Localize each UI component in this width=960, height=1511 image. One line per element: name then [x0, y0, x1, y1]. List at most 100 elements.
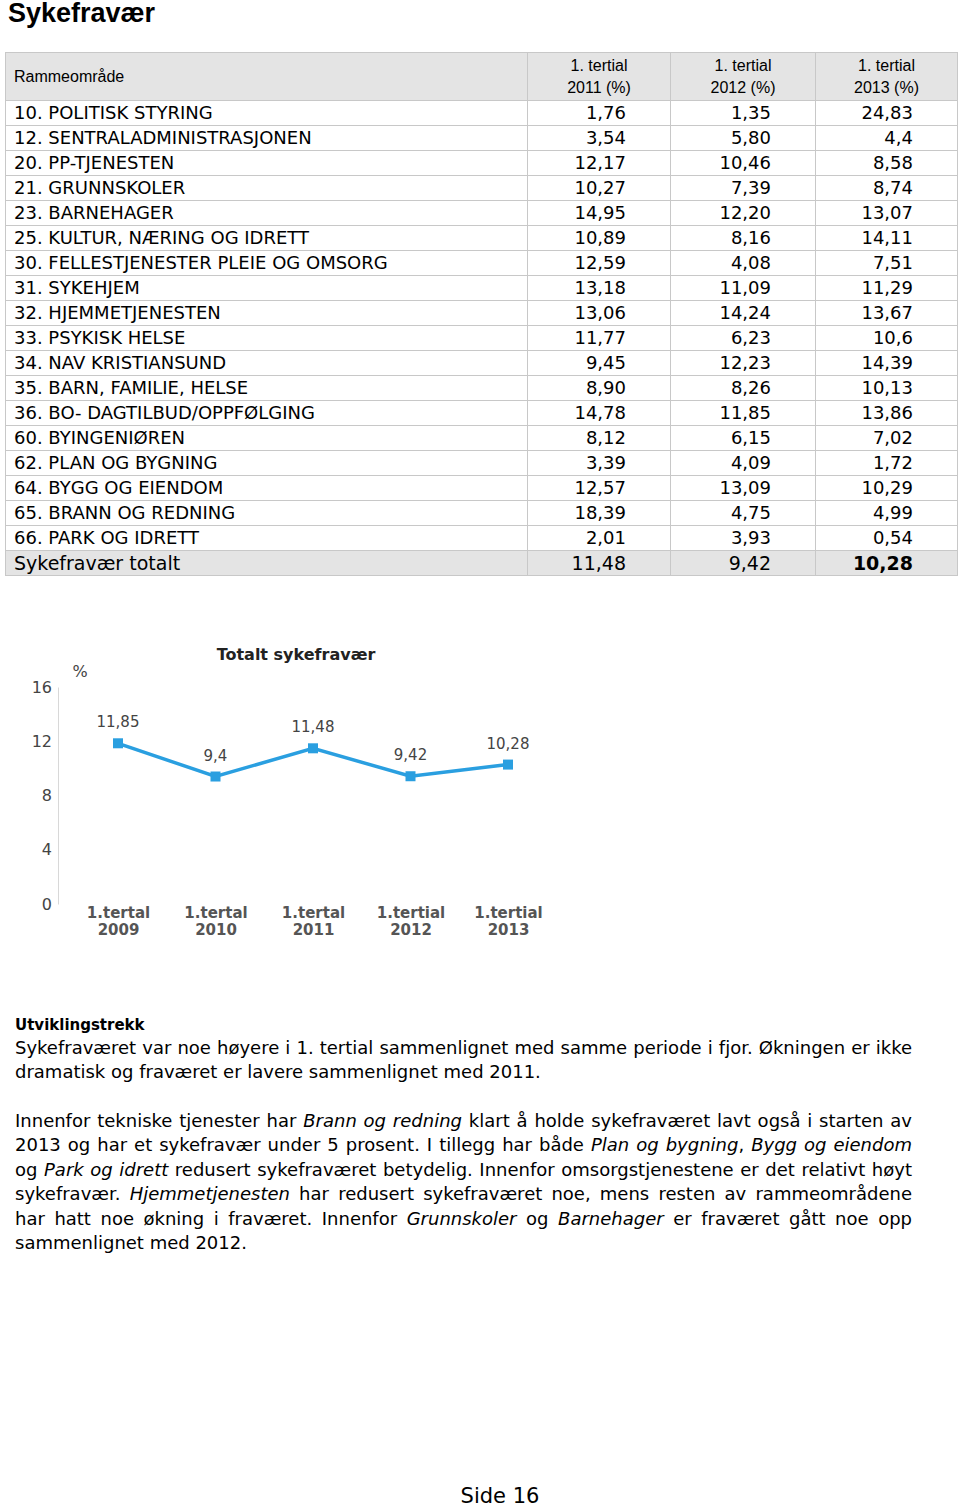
table-row: 23. BARNEHAGER14,9512,2013,07 — [6, 201, 958, 226]
y-tick-label: 16 — [32, 678, 52, 697]
table-row: 35. BARN, FAMILIE, HELSE8,908,2610,13 — [6, 376, 958, 401]
page-heading: Sykefravær — [8, 0, 155, 29]
text-segment: Sykefraværet var noe høyere i 1. tertial… — [15, 1037, 912, 1082]
paragraph: Innenfor tekniske tjenester har Brann og… — [15, 1109, 912, 1255]
header-line: 2011 (%) — [536, 77, 662, 99]
x-tick-label-line: 1.tertial — [377, 904, 445, 922]
table-cell: 9,45 — [528, 351, 671, 376]
text-segment: Barnehager — [558, 1208, 664, 1229]
row-label: 34. NAV KRISTIANSUND — [6, 351, 528, 376]
table-cell: 13,06 — [528, 301, 671, 326]
row-label: 23. BARNEHAGER — [6, 201, 528, 226]
point-marker — [211, 772, 221, 782]
row-label: 65. BRANN OG REDNING — [6, 501, 528, 526]
table-cell: 13,67 — [816, 301, 958, 326]
table-cell: 0,54 — [816, 526, 958, 551]
x-tick: 1.tertal2010 — [184, 904, 247, 939]
text-segment: Grunnskoler — [407, 1208, 517, 1229]
table-cell: 4,4 — [816, 126, 958, 151]
table-cell: 12,57 — [528, 476, 671, 501]
table-cell: 18,39 — [528, 501, 671, 526]
table-cell: 7,39 — [671, 176, 816, 201]
table-cell: 8,58 — [816, 151, 958, 176]
x-tick-label-line: 1.tertal — [282, 904, 345, 922]
table-cell: 11,09 — [671, 276, 816, 301]
header-line: 1. tertial — [679, 55, 807, 77]
table-row: 21. GRUNNSKOLER10,277,398,74 — [6, 176, 958, 201]
table-cell: 1,72 — [816, 451, 958, 476]
data-label: 10,28 — [487, 735, 530, 753]
total-cell: 11,48 — [528, 551, 671, 576]
table-cell: 14,78 — [528, 401, 671, 426]
x-tick-label-line: 1.tertial — [474, 904, 542, 922]
y-tick: 12 — [32, 732, 58, 751]
total-cell: 9,42 — [671, 551, 816, 576]
table-cell: 4,75 — [671, 501, 816, 526]
table-cell: 11,77 — [528, 326, 671, 351]
table-row: 10. POLITISK STYRING1,761,3524,83 — [6, 101, 958, 126]
table-header-cell: 1. tertial2012 (%) — [671, 53, 816, 101]
text-segment: Innenfor tekniske tjenester har — [15, 1110, 303, 1131]
table-header-row: Rammeområde1. tertial2011 (%)1. tertial2… — [6, 53, 958, 101]
table-cell: 7,02 — [816, 426, 958, 451]
header-line: 1. tertial — [824, 55, 949, 77]
header-line: 2012 (%) — [679, 77, 807, 99]
data-table: Rammeområde1. tertial2011 (%)1. tertial2… — [5, 52, 958, 576]
row-label: 64. BYGG OG EIENDOM — [6, 476, 528, 501]
subheading: Utviklingstrekk — [15, 1016, 145, 1034]
text-segment: , — [738, 1134, 751, 1155]
y-tick-label: 4 — [42, 840, 52, 859]
table-row: 65. BRANN OG REDNING18,394,754,99 — [6, 501, 958, 526]
table-body: Rammeområde1. tertial2011 (%)1. tertial2… — [6, 53, 958, 576]
y-axis: 0481216 — [32, 678, 59, 914]
point-marker — [308, 743, 318, 753]
row-label: 32. HJEMMETJENESTEN — [6, 301, 528, 326]
table-cell: 14,24 — [671, 301, 816, 326]
header-line: Rammeområde — [14, 66, 519, 88]
row-label: 60. BYINGENIØREN — [6, 426, 528, 451]
table-row: 36. BO- DAGTILBUD/OPPFØLGING14,7811,8513… — [6, 401, 958, 426]
data-labels: 11,859,411,489,4210,28 — [97, 713, 530, 764]
row-label: 25. KULTUR, NÆRING OG IDRETT — [6, 226, 528, 251]
total-label: Sykefravær totalt — [6, 551, 528, 576]
table-cell: 3,39 — [528, 451, 671, 476]
table-cell: 6,23 — [671, 326, 816, 351]
table-row: 31. SYKEHJEM13,1811,0911,29 — [6, 276, 958, 301]
table-row: 34. NAV KRISTIANSUND9,4512,2314,39 — [6, 351, 958, 376]
paragraph: Sykefraværet var noe høyere i 1. tertial… — [15, 1036, 912, 1085]
table-row: 12. SENTRALADMINISTRASJONEN3,545,804,4 — [6, 126, 958, 151]
x-tick-label: 1.tertal2011 — [282, 904, 345, 939]
row-label: 12. SENTRALADMINISTRASJONEN — [6, 126, 528, 151]
x-tick-label-line: 2010 — [195, 921, 237, 939]
table-cell: 4,99 — [816, 501, 958, 526]
table-header-cell: 1. tertial2011 (%) — [528, 53, 671, 101]
table-header-cell: Rammeområde — [6, 53, 528, 101]
table-row: 25. KULTUR, NÆRING OG IDRETT10,898,1614,… — [6, 226, 958, 251]
x-tick: 1.tertal2011 — [282, 904, 345, 939]
table-cell: 11,29 — [816, 276, 958, 301]
table-cell: 4,08 — [671, 251, 816, 276]
row-label: 35. BARN, FAMILIE, HELSE — [6, 376, 528, 401]
x-tick-label-line: 2009 — [98, 921, 140, 939]
table-cell: 5,80 — [671, 126, 816, 151]
data-label: 9,4 — [204, 747, 228, 765]
row-label: 66. PARK OG IDRETT — [6, 526, 528, 551]
table-cell: 1,35 — [671, 101, 816, 126]
table-row: 60. BYINGENIØREN8,126,157,02 — [6, 426, 958, 451]
row-label: 30. FELLESTJENESTER PLEIE OG OMSORG — [6, 251, 528, 276]
table-cell: 6,15 — [671, 426, 816, 451]
x-tick-label: 1.tertal2010 — [184, 904, 247, 939]
row-label: 10. POLITISK STYRING — [6, 101, 528, 126]
table-cell: 8,16 — [671, 226, 816, 251]
table-cell: 12,20 — [671, 201, 816, 226]
table-cell: 11,85 — [671, 401, 816, 426]
text-segment: og — [15, 1159, 44, 1180]
y-tick: 4 — [42, 840, 58, 859]
data-label: 11,85 — [97, 713, 140, 731]
data-label: 11,48 — [292, 718, 335, 736]
point-marker — [406, 771, 416, 781]
table-total-row: Sykefravær totalt11,489,4210,28 — [6, 551, 958, 576]
table-cell: 10,46 — [671, 151, 816, 176]
table-cell: 13,18 — [528, 276, 671, 301]
x-tick-label-line: 2011 — [293, 921, 335, 939]
